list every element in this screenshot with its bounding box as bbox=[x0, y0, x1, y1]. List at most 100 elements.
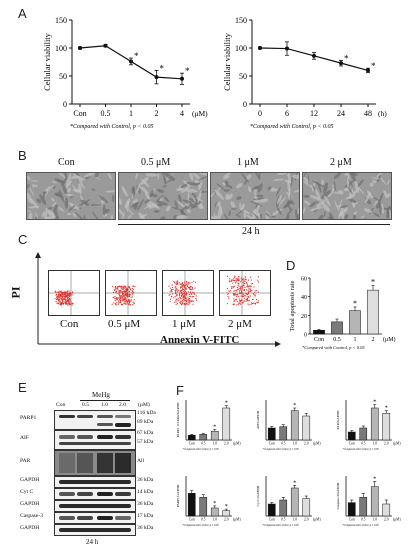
apoptosis-xtick-label: 2 bbox=[372, 337, 375, 343]
aif-bar bbox=[279, 426, 288, 441]
wb-kda-aif-67: 67 kDa bbox=[137, 430, 154, 436]
wb-lane-1-0: 1.0 bbox=[101, 402, 108, 408]
parp1-116-bar bbox=[222, 407, 231, 441]
par-y-label: PAR/GAPDH bbox=[336, 410, 340, 429]
cytc-bar bbox=[267, 503, 276, 517]
facs-texture bbox=[106, 271, 156, 315]
parp1-116-bar bbox=[210, 430, 219, 441]
facs-plot-0-5 bbox=[105, 270, 157, 316]
caspase3-bar-chart: Caspase-3/GAPDH Con 0.5 * 1.0 2.0 (μM) *Compare… bbox=[336, 476, 401, 527]
viability-time-ytick-label: 50 bbox=[239, 72, 247, 81]
apoptosis-ytick-label: 40 bbox=[301, 295, 307, 301]
viability-dose-xtick-label: Con bbox=[73, 109, 86, 118]
parp1-significance-star: * bbox=[213, 501, 216, 507]
cytc-xtick-label: 1.0 bbox=[293, 518, 298, 522]
wb-kda-par-all: All bbox=[137, 458, 145, 464]
parp1-116-footnote: *Compared with Control, p < 0.05 bbox=[183, 448, 220, 451]
micrograph-label-1: 1 μM bbox=[237, 157, 259, 168]
wb-row-label-cytc: Cyt C bbox=[20, 489, 34, 495]
viability-dose-ytick-label: 100 bbox=[55, 44, 67, 53]
wb-row-label-parp1: PARP1 bbox=[20, 415, 37, 421]
viability-time-xtick-label: 24 bbox=[337, 109, 345, 118]
flow-frame bbox=[35, 252, 281, 347]
parp1-116-bar bbox=[199, 434, 208, 441]
facs-label-2: 2 μM bbox=[228, 318, 252, 330]
parp1-116-significance-star: * bbox=[225, 401, 228, 407]
caspase3-bar bbox=[382, 503, 391, 517]
viability-time-xtick-label: 0 bbox=[258, 109, 262, 118]
cytc-x-unit: (μM) bbox=[313, 518, 321, 522]
wb-treatment-label: MeHg bbox=[92, 391, 110, 399]
parp1-116-significance-star: * bbox=[213, 425, 216, 431]
wb-row-label-gapdh-2: GAPDH bbox=[20, 501, 40, 507]
wb-duration-label: 24 h bbox=[86, 538, 99, 546]
cytc-xtick-label: 0.5 bbox=[281, 518, 286, 522]
cytc-bar bbox=[302, 498, 311, 517]
caspase3-footnote: *Compared with Control, p < 0.05 bbox=[343, 524, 380, 527]
panel-letter-e: E bbox=[18, 380, 27, 395]
wb-row-label-caspase3: Caspase-3 bbox=[20, 513, 43, 519]
viability-dose-y-label: Cellular viability bbox=[42, 32, 52, 91]
viability-time-x-unit: (h) bbox=[378, 109, 387, 118]
micrograph-texture bbox=[211, 173, 299, 219]
micrograph-texture bbox=[27, 173, 115, 219]
aif-bar bbox=[267, 427, 276, 441]
caspase3-xtick-label: Con bbox=[349, 518, 355, 522]
viability-time-point bbox=[339, 61, 343, 66]
apoptosis-footnote: *Compared with Control, p < 0.05 bbox=[302, 345, 365, 351]
caspase3-bar bbox=[359, 497, 368, 517]
duration-bracket-b bbox=[118, 224, 390, 225]
facs-label-con: Con bbox=[60, 318, 79, 330]
viability-dose-point bbox=[103, 43, 108, 48]
panel-letter-b: B bbox=[18, 148, 27, 163]
wb-kda-caspase3: 17 kDa bbox=[137, 513, 154, 519]
aif-bar-chart: AIF/GAPDH Con 0.5 * 1.0 2.0 (μM) *Compared with… bbox=[256, 400, 321, 451]
wb-kda-gapdh-2: 36 kDa bbox=[137, 501, 154, 507]
wb-lane-con: Con bbox=[56, 402, 66, 408]
viability-time-ytick-label: 150 bbox=[235, 16, 247, 25]
parp1-116-x-unit: (μM) bbox=[233, 442, 241, 446]
viability-time-xtick-label: 12 bbox=[310, 109, 318, 118]
viability-dose-significance-star: * bbox=[160, 63, 165, 73]
viability-time-point bbox=[285, 46, 289, 51]
flow-y-label: PI bbox=[8, 286, 23, 299]
cytc-bar bbox=[279, 499, 288, 517]
aif-xtick-label: 1.0 bbox=[293, 442, 298, 446]
viability-time-significance-star: * bbox=[344, 53, 349, 63]
micrograph-texture bbox=[119, 173, 207, 219]
viability-time-ytick-label: 0 bbox=[243, 100, 247, 109]
viability-time-point bbox=[366, 68, 370, 73]
facs-texture bbox=[163, 271, 213, 315]
wb-kda-parp1-116: 116 kDa bbox=[137, 410, 156, 416]
apoptosis-ytick-label: 20 bbox=[301, 314, 307, 320]
par-xtick-label: Con bbox=[349, 442, 355, 446]
aif-xtick-label: Con bbox=[269, 442, 275, 446]
panel-letter-f: F bbox=[176, 383, 184, 398]
micrograph-con bbox=[26, 172, 116, 220]
apoptosis-bar bbox=[367, 289, 379, 335]
wb-kda-cytc: 14 kDa bbox=[137, 489, 154, 495]
par-significance-star: * bbox=[373, 400, 376, 406]
par-xtick-label: 0.5 bbox=[361, 442, 366, 446]
viability-dose-x-unit: (μM) bbox=[192, 109, 208, 118]
apoptosis-ytick-label: 0 bbox=[304, 333, 307, 339]
viability-dose-footnote: *Compared with Control, p < 0.05 bbox=[70, 124, 153, 130]
viability-dose-ytick-label: 0 bbox=[63, 100, 67, 109]
viability-dose-significance-star: * bbox=[185, 66, 190, 76]
cytc-xtick-label: Con bbox=[269, 518, 275, 522]
wb-row-label-gapdh-1: GAPDH bbox=[20, 477, 40, 483]
micrograph-2 bbox=[302, 172, 392, 220]
parp1-bar-chart: PARP1/GAPDH Con 0.5 * 1.0 * 2.0 (μM) *Compared w… bbox=[176, 476, 241, 527]
viability-time-footnote: *Compared with Control, p < 0.05 bbox=[250, 124, 333, 130]
wb-row-label-par: PAR bbox=[20, 458, 31, 464]
parp1-footnote: *Compared with Control, p < 0.05 bbox=[183, 524, 220, 527]
par-xtick-label: 2.0 bbox=[384, 442, 389, 446]
parp1-116-y-label: PARP1 116 kDa/GAPDH bbox=[176, 402, 180, 437]
apoptosis-xtick-label: 1 bbox=[354, 337, 357, 343]
panel-letter-a: A bbox=[18, 6, 27, 21]
viability-dose-ytick-label: 150 bbox=[55, 16, 67, 25]
parp1-bar bbox=[199, 497, 208, 517]
cytc-xtick-label: 2.0 bbox=[304, 518, 309, 522]
